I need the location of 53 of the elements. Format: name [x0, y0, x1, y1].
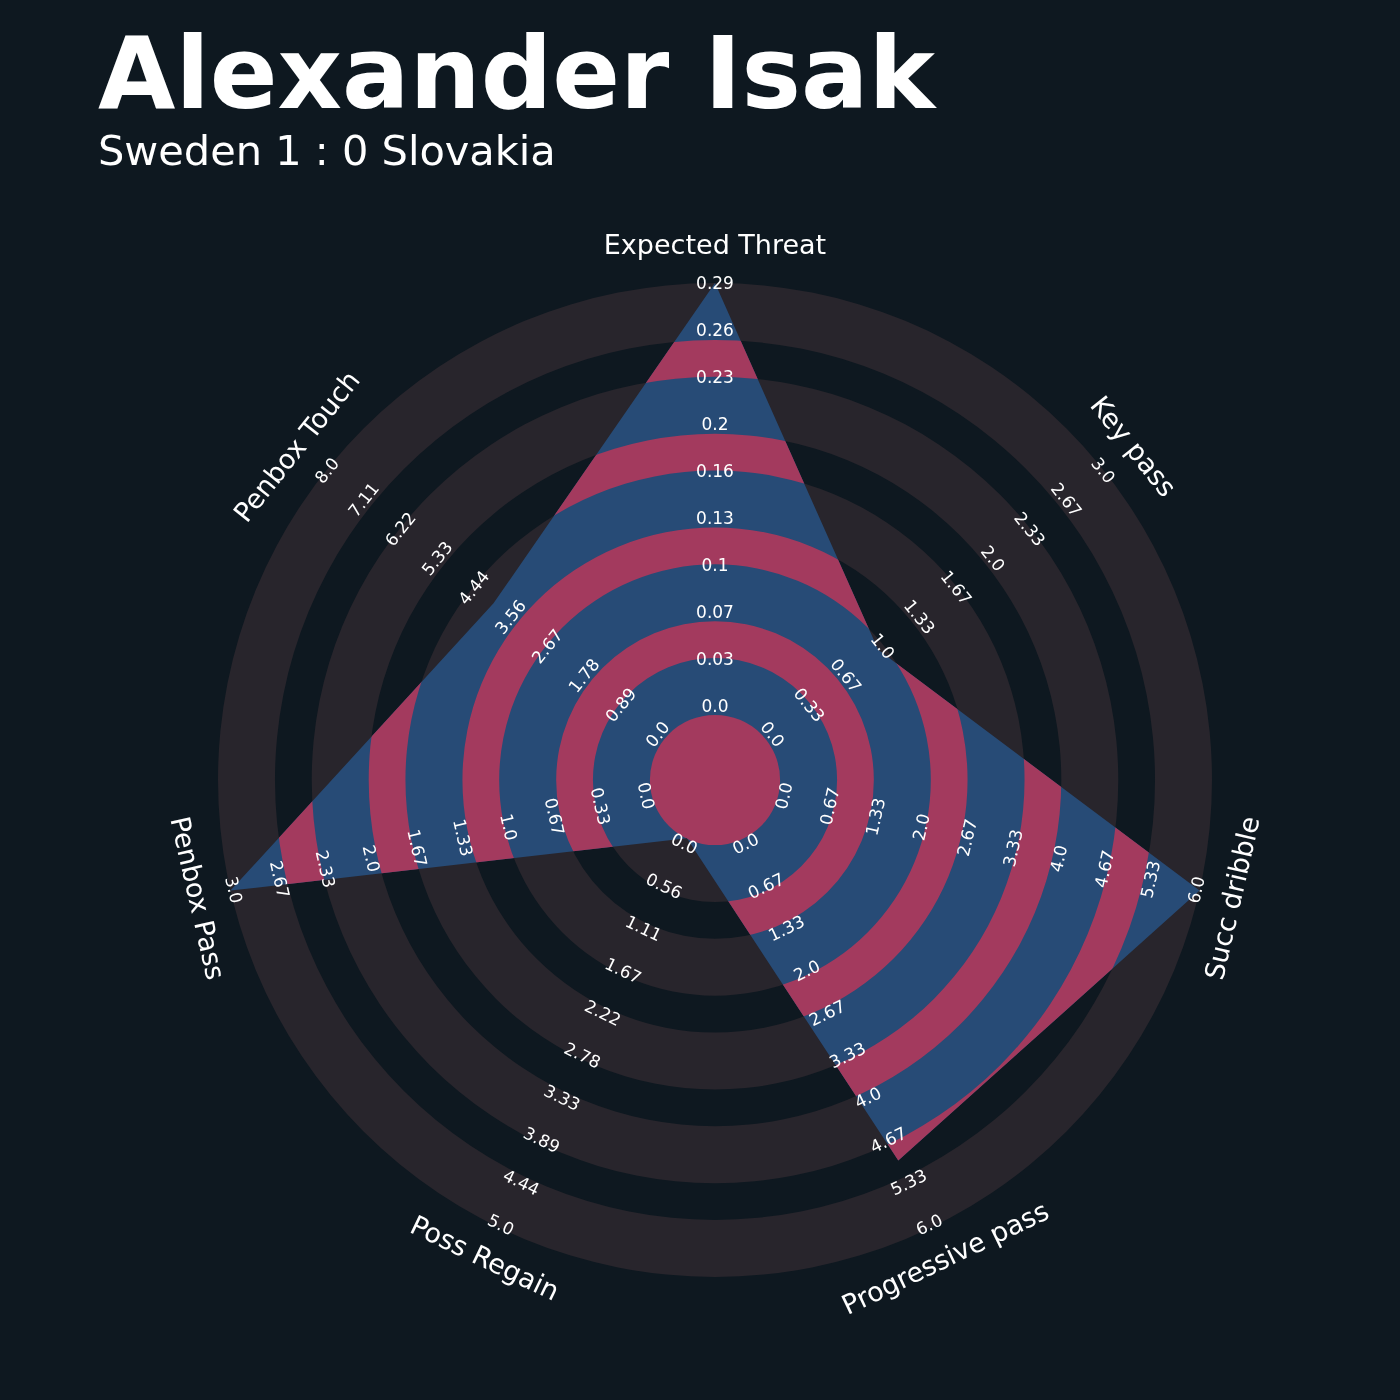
text: 1.0 — [866, 629, 900, 663]
text: 0.0 — [701, 696, 729, 717]
text: 3.89 — [520, 1122, 564, 1158]
text: 3.33 — [540, 1080, 584, 1115]
text: 5.0 — [484, 1209, 518, 1240]
text: 2.0 — [358, 843, 385, 874]
text: 0.0 — [667, 828, 701, 859]
text: 4.0 — [851, 1082, 885, 1113]
text: 4.0 — [1045, 843, 1072, 874]
text: 4.67 — [866, 1122, 910, 1158]
text: 0.67 — [744, 868, 788, 904]
text: 2.0 — [908, 811, 934, 843]
text: 2.67 — [953, 816, 981, 859]
text: 5.33 — [1136, 858, 1165, 901]
text: 1.67 — [601, 953, 645, 988]
text: 2.78 — [561, 1037, 604, 1073]
text: 0.29 — [696, 273, 734, 294]
text: 0.0 — [756, 717, 789, 751]
text: 0.0 — [633, 780, 660, 812]
text: 8.0 — [310, 453, 343, 488]
text: 2.33 — [311, 848, 340, 890]
text: 5.33 — [887, 1165, 931, 1200]
text: 4.67 — [1090, 848, 1119, 890]
text: 0.13 — [696, 508, 734, 529]
text: 2.22 — [581, 995, 625, 1031]
text: 3.0 — [221, 874, 247, 906]
text: 1.33 — [764, 910, 808, 946]
text: 3.33 — [998, 827, 1027, 869]
spoke-label: Expected Threat — [603, 229, 827, 261]
text: 1.33 — [449, 816, 477, 859]
text: 2.0 — [976, 541, 1010, 576]
text: 0.0 — [770, 780, 797, 812]
text: 3.0 — [1087, 453, 1120, 488]
text: 0.0 — [729, 828, 763, 859]
text: 1.67 — [403, 827, 432, 869]
text: 3.33 — [826, 1037, 869, 1073]
text: 2.0 — [790, 955, 824, 986]
text: 4.44 — [499, 1165, 543, 1200]
text: 2.67 — [265, 858, 294, 901]
text: 0.33 — [586, 785, 615, 827]
text: 1.11 — [622, 910, 666, 946]
text: 0.26 — [696, 320, 734, 341]
text: 6.0 — [1183, 874, 1209, 906]
text: 0.67 — [540, 795, 569, 838]
text: 0.2 — [701, 414, 729, 435]
text: 2.67 — [805, 995, 849, 1031]
text: 0.07 — [696, 602, 734, 623]
text: 1.0 — [496, 811, 522, 843]
text: 0.0 — [641, 717, 674, 751]
text: 6.0 — [912, 1209, 946, 1240]
text: 0.67 — [815, 785, 844, 827]
text: 1.33 — [861, 795, 890, 838]
text: 0.56 — [642, 868, 686, 904]
